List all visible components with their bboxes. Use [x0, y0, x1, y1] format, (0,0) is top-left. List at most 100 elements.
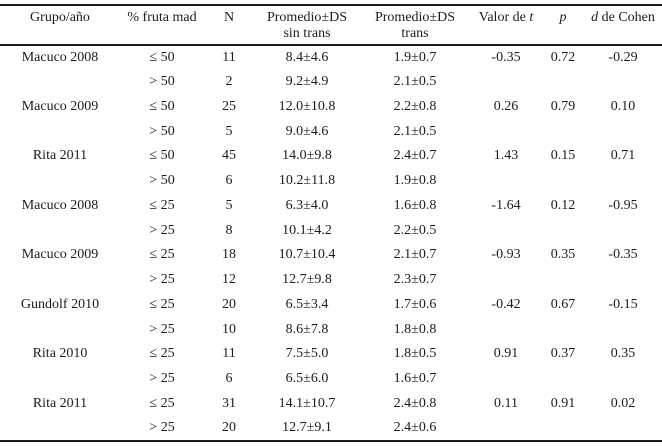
table-row: > 25 10 8.6±7.8 1.8±0.8 [0, 317, 662, 342]
cell-promedio-sin-trans: 10.1±4.2 [282, 222, 332, 238]
cell-n: 5 [225, 197, 233, 213]
cell-promedio-trans: 1.6±0.8 [393, 197, 437, 213]
cell-valor-t [470, 416, 542, 441]
cell-p: 0.35 [550, 247, 576, 263]
cell-n: 6 [225, 371, 233, 387]
cell-fruta-mad: > 25 [149, 272, 175, 288]
table-row: > 25 20 12.7±9.1 2.4±0.6 [0, 416, 662, 441]
cell-fruta-mad: ≤ 25 [149, 247, 175, 263]
cell-d-cohen [584, 169, 662, 194]
cell-p [542, 169, 584, 194]
cell-fruta-mad: > 25 [149, 371, 175, 387]
table-row: Macuco 2008 ≤ 50 11 8.4±4.6 1.9±0.7 -0.35 0.72… [0, 45, 662, 70]
cell-grupo-ano [0, 317, 120, 342]
cell-grupo-ano [0, 70, 120, 95]
cell-n: 8 [225, 222, 233, 238]
cell-fruta-mad: ≤ 50 [149, 98, 175, 114]
cell-p [542, 416, 584, 441]
table-row: Macuco 2009 ≤ 50 25 12.0±10.8 2.2±0.8 0.26 0.7… [0, 95, 662, 120]
cell-promedio-trans: 2.1±0.5 [393, 74, 437, 90]
cell-d-cohen: -0.95 [608, 197, 638, 213]
cell-promedio-trans: 2.3±0.7 [393, 272, 437, 288]
cell-promedio-sin-trans: 12.0±10.8 [278, 98, 336, 114]
cell-promedio-trans: 1.9±0.7 [393, 49, 437, 65]
cell-fruta-mad: ≤ 25 [149, 197, 175, 213]
col-header-fruta-mad: % fruta mad [120, 5, 204, 46]
cell-fruta-mad: > 25 [149, 321, 175, 337]
col-header-promedio-trans: Promedio±DS trans [360, 5, 470, 46]
cell-grupo-ano: Rita 2010 [32, 346, 88, 362]
cell-grupo-ano [0, 169, 120, 194]
cell-valor-t: -0.35 [491, 49, 521, 65]
table-row: Rita 2011 ≤ 25 31 14.1±10.7 2.4±0.8 0.11 0.91 0… [0, 392, 662, 417]
cell-d-cohen: 0.35 [610, 346, 636, 362]
cell-d-cohen: 0.71 [610, 148, 636, 164]
cell-valor-t: -0.42 [491, 296, 521, 312]
cell-d-cohen: 0.02 [610, 395, 636, 411]
cell-p: 0.67 [550, 296, 576, 312]
cell-promedio-sin-trans: 9.0±4.6 [285, 123, 329, 139]
cell-promedio-trans: 2.1±0.7 [393, 247, 437, 263]
cell-n: 12 [222, 272, 236, 288]
cell-n: 11 [222, 49, 236, 65]
table-row: > 25 8 10.1±4.2 2.2±0.5 [0, 218, 662, 243]
cell-valor-t: 0.91 [493, 346, 519, 362]
cell-promedio-sin-trans: 6.3±4.0 [285, 197, 329, 213]
cell-grupo-ano: Rita 2011 [32, 395, 88, 411]
cell-promedio-sin-trans: 12.7±9.1 [282, 420, 332, 436]
cell-d-cohen: -0.15 [608, 296, 638, 312]
col-header-label-line2: sin trans [283, 26, 331, 41]
table-row: Rita 2010 ≤ 25 11 7.5±5.0 1.8±0.5 0.91 0.37 0.3… [0, 342, 662, 367]
cell-fruta-mad: > 50 [149, 74, 175, 90]
cell-promedio-sin-trans: 10.7±10.4 [278, 247, 336, 263]
cell-valor-t: -1.64 [491, 197, 521, 213]
cell-fruta-mad: > 25 [149, 222, 175, 238]
table-row: > 50 2 9.2±4.9 2.1±0.5 [0, 70, 662, 95]
cell-n: 5 [225, 123, 233, 139]
cell-p: 0.37 [550, 346, 576, 362]
cell-valor-t: -0.93 [491, 247, 521, 263]
cell-d-cohen [584, 218, 662, 243]
cell-promedio-trans: 2.4±0.7 [393, 148, 437, 164]
cell-promedio-trans: 2.2±0.5 [393, 222, 437, 238]
cell-grupo-ano: Gundolf 2010 [20, 296, 100, 312]
table-header: Grupo/año % fruta mad N Promedio±DS sin … [0, 5, 662, 46]
cell-valor-t [470, 70, 542, 95]
cell-grupo-ano: Rita 2011 [32, 148, 88, 164]
cell-promedio-sin-trans: 14.1±10.7 [278, 395, 336, 411]
cell-n: 20 [222, 420, 236, 436]
table-row: Macuco 2008 ≤ 25 5 6.3±4.0 1.6±0.8 -1.64 0.12 -… [0, 194, 662, 219]
col-header-label-line1: Promedio±DS [266, 10, 348, 25]
cell-d-cohen [584, 119, 662, 144]
cell-p [542, 119, 584, 144]
cell-grupo-ano [0, 416, 120, 441]
cell-grupo-ano [0, 119, 120, 144]
col-header-p: p [542, 5, 584, 46]
cell-p: 0.91 [550, 395, 576, 411]
cell-fruta-mad: ≤ 50 [149, 49, 175, 65]
col-header-label: de Cohen [598, 10, 655, 25]
cell-promedio-sin-trans: 10.2±11.8 [278, 173, 336, 189]
col-header-label-italic: t [529, 10, 534, 25]
col-header-promedio-sin-trans: Promedio±DS sin trans [254, 5, 360, 46]
cell-promedio-trans: 2.1±0.5 [393, 123, 437, 139]
col-header-valor-t: Valor de t [470, 5, 542, 46]
cell-grupo-ano: Macuco 2009 [21, 247, 99, 263]
cell-d-cohen [584, 367, 662, 392]
cell-promedio-trans: 1.6±0.7 [393, 371, 437, 387]
cell-n: 2 [225, 74, 233, 90]
cell-p: 0.79 [550, 98, 576, 114]
cell-d-cohen: -0.35 [608, 247, 638, 263]
header-row: Grupo/año % fruta mad N Promedio±DS sin … [0, 5, 662, 46]
cell-grupo-ano [0, 367, 120, 392]
cell-valor-t [470, 119, 542, 144]
cell-n: 10 [222, 321, 236, 337]
cell-valor-t [470, 218, 542, 243]
cell-promedio-trans: 1.7±0.6 [393, 296, 437, 312]
cell-grupo-ano [0, 218, 120, 243]
cell-p [542, 268, 584, 293]
cell-p: 0.72 [550, 49, 576, 65]
cell-valor-t: 0.26 [493, 98, 519, 114]
cell-p [542, 367, 584, 392]
cell-p: 0.15 [550, 148, 576, 164]
